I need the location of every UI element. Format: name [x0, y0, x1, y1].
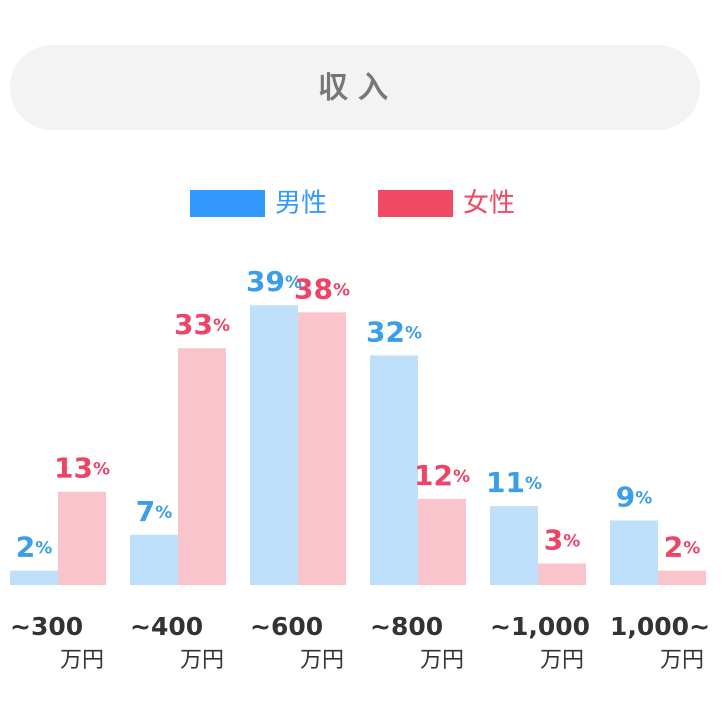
x-tick-label: ~300	[10, 612, 83, 641]
bar	[370, 355, 418, 585]
value-label: 11%	[486, 466, 542, 499]
x-tick-unit: 万円	[300, 648, 344, 673]
bar	[610, 520, 658, 585]
value-label: 38%	[294, 272, 350, 305]
legend-label: 女性	[463, 189, 515, 219]
value-label: 3%	[544, 523, 581, 556]
value-label: 2%	[16, 531, 53, 564]
value-label: 9%	[616, 480, 653, 513]
bar	[418, 498, 466, 585]
x-tick-unit: 万円	[540, 648, 584, 673]
title-pill	[10, 45, 700, 130]
x-tick-label: ~600	[250, 612, 323, 641]
bar	[58, 491, 106, 585]
x-tick-label: ~1,000	[490, 612, 590, 641]
value-label: 32%	[366, 315, 422, 348]
bar	[658, 570, 706, 585]
value-label: 2%	[664, 531, 701, 564]
bar	[130, 534, 178, 585]
bar	[250, 305, 298, 585]
x-tick-label: ~800	[370, 612, 443, 641]
value-label: 12%	[414, 459, 470, 492]
bar	[178, 348, 226, 585]
legend-label: 男性	[275, 189, 327, 219]
x-tick-label: ~400	[130, 612, 203, 641]
bar	[298, 312, 346, 585]
bar	[10, 570, 58, 585]
legend-swatch	[190, 190, 265, 217]
bar	[538, 563, 586, 585]
value-label: 39%	[246, 265, 302, 298]
value-label: 13%	[54, 452, 110, 485]
x-tick-unit: 万円	[660, 648, 704, 673]
x-tick-unit: 万円	[180, 648, 224, 673]
value-label: 7%	[136, 495, 173, 528]
legend-swatch	[378, 190, 453, 217]
value-label: 33%	[174, 308, 230, 341]
x-tick-unit: 万円	[420, 648, 464, 673]
x-tick-label: 1,000~	[610, 612, 710, 641]
x-tick-unit: 万円	[60, 648, 104, 673]
chart-title: 収入	[318, 71, 398, 106]
bar	[490, 506, 538, 585]
